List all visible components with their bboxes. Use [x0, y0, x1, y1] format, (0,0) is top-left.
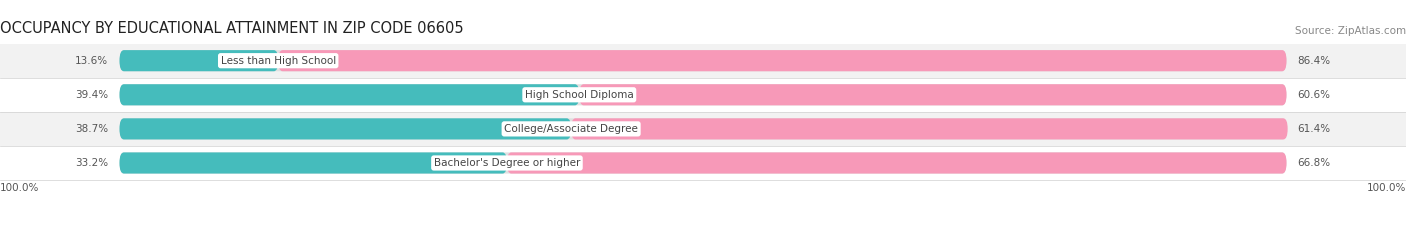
Text: High School Diploma: High School Diploma: [524, 90, 634, 100]
Text: Bachelor's Degree or higher: Bachelor's Degree or higher: [434, 158, 581, 168]
Text: 39.4%: 39.4%: [75, 90, 108, 100]
Text: 86.4%: 86.4%: [1298, 56, 1331, 66]
FancyBboxPatch shape: [120, 118, 1286, 140]
FancyBboxPatch shape: [571, 118, 1288, 140]
FancyBboxPatch shape: [508, 152, 1286, 174]
FancyBboxPatch shape: [120, 50, 1286, 71]
Text: Source: ZipAtlas.com: Source: ZipAtlas.com: [1295, 26, 1406, 36]
Bar: [0, 146, 1406, 180]
FancyBboxPatch shape: [120, 152, 1286, 174]
Text: 38.7%: 38.7%: [75, 124, 108, 134]
Text: 66.8%: 66.8%: [1298, 158, 1331, 168]
Bar: [0, 78, 1406, 112]
Text: OCCUPANCY BY EDUCATIONAL ATTAINMENT IN ZIP CODE 06605: OCCUPANCY BY EDUCATIONAL ATTAINMENT IN Z…: [0, 21, 464, 36]
FancyBboxPatch shape: [120, 118, 571, 140]
FancyBboxPatch shape: [120, 152, 508, 174]
Text: College/Associate Degree: College/Associate Degree: [505, 124, 638, 134]
Text: 13.6%: 13.6%: [75, 56, 108, 66]
Text: 100.0%: 100.0%: [1367, 183, 1406, 193]
Text: 60.6%: 60.6%: [1298, 90, 1330, 100]
Bar: [0, 112, 1406, 146]
FancyBboxPatch shape: [120, 50, 278, 71]
FancyBboxPatch shape: [579, 84, 1286, 105]
Text: 33.2%: 33.2%: [75, 158, 108, 168]
FancyBboxPatch shape: [120, 84, 579, 105]
Bar: [0, 44, 1406, 78]
FancyBboxPatch shape: [278, 50, 1286, 71]
Text: Less than High School: Less than High School: [221, 56, 336, 66]
Legend: Owner-occupied, Renter-occupied: Owner-occupied, Renter-occupied: [589, 230, 817, 233]
FancyBboxPatch shape: [120, 84, 1286, 105]
Text: 61.4%: 61.4%: [1298, 124, 1331, 134]
Text: 100.0%: 100.0%: [0, 183, 39, 193]
